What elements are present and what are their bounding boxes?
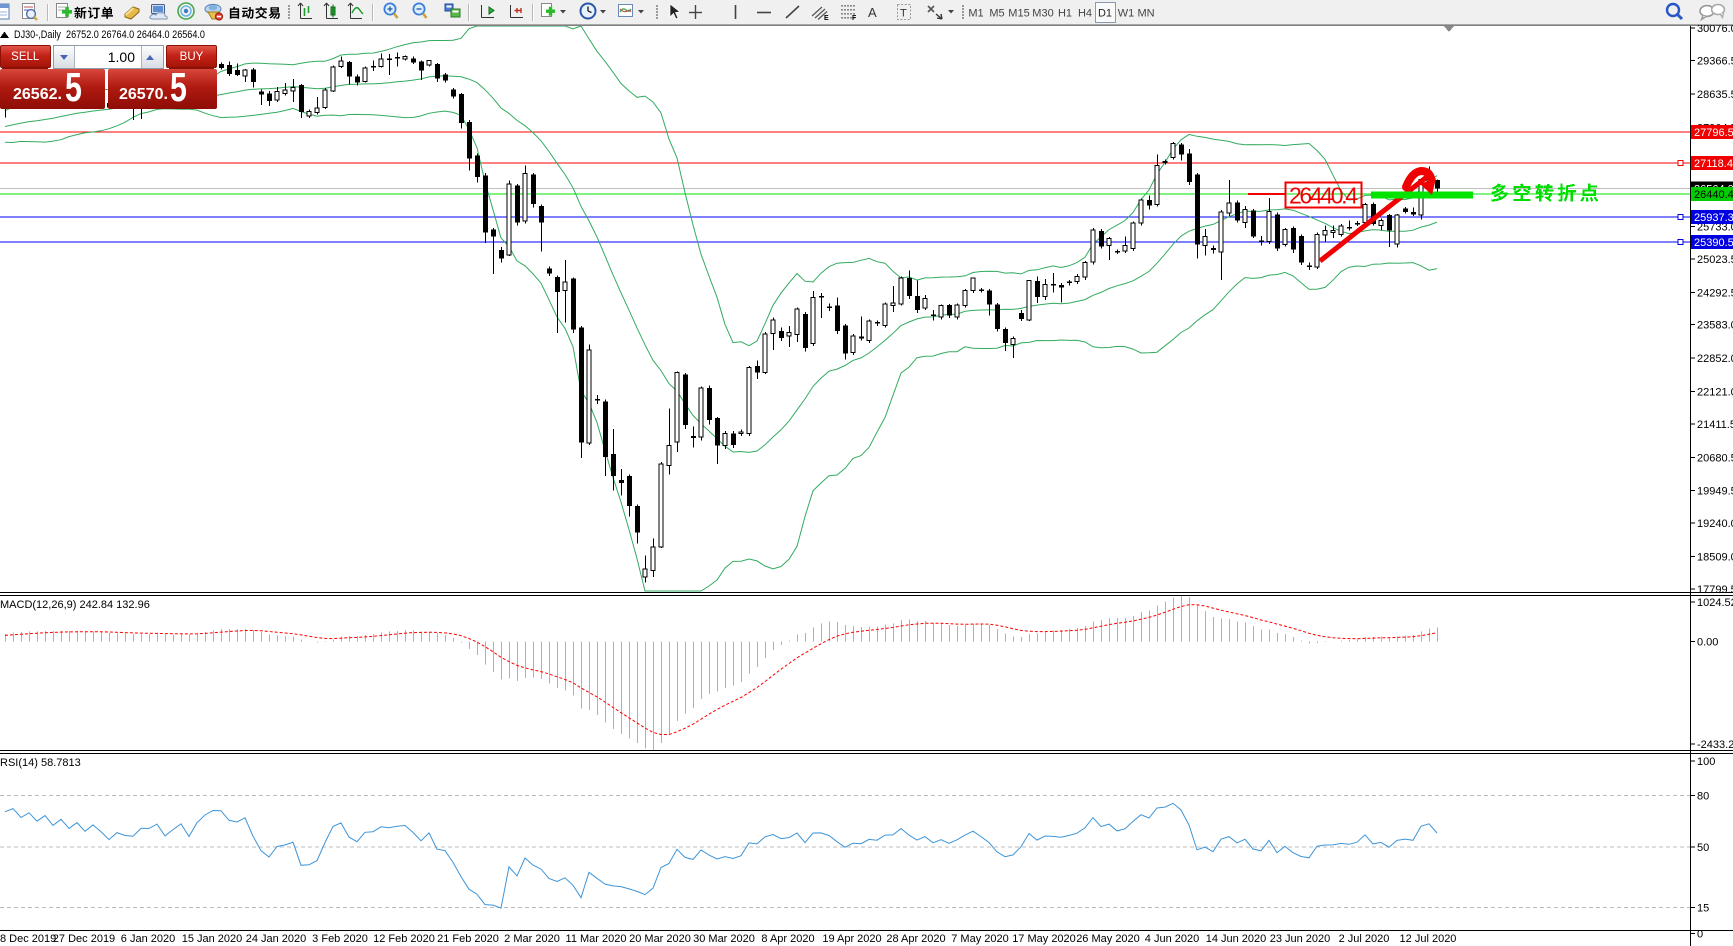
- svg-text:-2433.25: -2433.25: [1697, 739, 1733, 751]
- svg-text:4 Jun 2020: 4 Jun 2020: [1145, 933, 1199, 945]
- svg-text:27118.4: 27118.4: [1694, 158, 1733, 170]
- svg-text:W1: W1: [1118, 8, 1135, 20]
- svg-text:19949.5: 19949.5: [1697, 486, 1733, 498]
- svg-text:1024.52: 1024.52: [1697, 597, 1733, 609]
- svg-text:29366.5: 29366.5: [1697, 56, 1733, 68]
- svg-text:M1: M1: [968, 8, 983, 20]
- svg-text:2 Mar 2020: 2 Mar 2020: [504, 933, 560, 945]
- svg-text:18509.0: 18509.0: [1697, 552, 1733, 564]
- svg-text:17799.5: 17799.5: [1697, 584, 1733, 596]
- svg-text:3 Feb 2020: 3 Feb 2020: [312, 933, 368, 945]
- svg-text:30 Mar 2020: 30 Mar 2020: [693, 933, 755, 945]
- svg-text:21411.5: 21411.5: [1697, 419, 1733, 431]
- svg-text:50: 50: [1697, 842, 1709, 854]
- svg-text:DJ30-,Daily 26752.0 26764.0 2: DJ30-,Daily 26752.0 26764.0 26464.0 2656…: [14, 29, 205, 41]
- svg-text:27 Dec 2019: 27 Dec 2019: [53, 933, 115, 945]
- svg-text:12 Jul 2020: 12 Jul 2020: [1400, 933, 1457, 945]
- svg-text:26440.4: 26440.4: [1289, 183, 1358, 209]
- svg-text:14 Jun 2020: 14 Jun 2020: [1206, 933, 1267, 945]
- svg-text:24 Jan 2020: 24 Jan 2020: [246, 933, 307, 945]
- svg-text:26440.4: 26440.4: [1694, 189, 1733, 201]
- svg-text:T: T: [900, 8, 907, 20]
- svg-text:25023.5: 25023.5: [1697, 254, 1733, 266]
- svg-text:MACD(12,26,9) 242.84 132.96: MACD(12,26,9) 242.84 132.96: [0, 599, 150, 611]
- svg-text:RSI(14) 58.7813: RSI(14) 58.7813: [0, 757, 81, 769]
- svg-text:28635.5: 28635.5: [1697, 89, 1733, 101]
- svg-text:M15: M15: [1008, 8, 1029, 20]
- svg-text:23583.0: 23583.0: [1697, 320, 1733, 332]
- svg-text:30076.0: 30076.0: [1697, 25, 1733, 35]
- svg-text:21 Feb 2020: 21 Feb 2020: [437, 933, 499, 945]
- svg-text:12 Feb 2020: 12 Feb 2020: [373, 933, 435, 945]
- svg-text:M5: M5: [989, 8, 1004, 20]
- svg-text:24292.5: 24292.5: [1697, 287, 1733, 299]
- svg-text:27796.5: 27796.5: [1694, 127, 1733, 139]
- svg-text:28 Apr 2020: 28 Apr 2020: [886, 933, 945, 945]
- svg-text:25937.3: 25937.3: [1694, 212, 1733, 224]
- svg-text:0: 0: [1697, 928, 1703, 940]
- svg-text:80: 80: [1697, 791, 1709, 803]
- svg-text:25390.5: 25390.5: [1694, 237, 1733, 249]
- svg-text:E: E: [824, 15, 829, 22]
- svg-text:8 Dec 2019: 8 Dec 2019: [0, 933, 56, 945]
- svg-text:D1: D1: [1098, 8, 1112, 20]
- svg-text:M30: M30: [1032, 8, 1053, 20]
- svg-text:F: F: [852, 15, 857, 22]
- svg-text:19 Apr 2020: 19 Apr 2020: [822, 933, 881, 945]
- svg-text:22121.0: 22121.0: [1697, 387, 1733, 399]
- svg-text:22852.0: 22852.0: [1697, 353, 1733, 365]
- svg-text:6 Jan 2020: 6 Jan 2020: [121, 933, 175, 945]
- svg-text:A: A: [868, 5, 877, 20]
- svg-text:100: 100: [1697, 756, 1715, 768]
- svg-text:20680.5: 20680.5: [1697, 452, 1733, 464]
- svg-text:23 Jun 2020: 23 Jun 2020: [1270, 933, 1331, 945]
- svg-text:0.00: 0.00: [1697, 636, 1718, 648]
- svg-text:19240.0: 19240.0: [1697, 518, 1733, 530]
- svg-text:15: 15: [1697, 903, 1709, 915]
- svg-text:H4: H4: [1078, 8, 1092, 20]
- svg-text:25733.0: 25733.0: [1697, 222, 1733, 234]
- svg-text:15 Jan 2020: 15 Jan 2020: [182, 933, 243, 945]
- svg-text:H1: H1: [1058, 8, 1072, 20]
- svg-text:17 May 2020: 17 May 2020: [1012, 933, 1076, 945]
- svg-text:2 Jul 2020: 2 Jul 2020: [1339, 933, 1390, 945]
- svg-text:20 Mar 2020: 20 Mar 2020: [629, 933, 691, 945]
- svg-text:8 Apr 2020: 8 Apr 2020: [761, 933, 814, 945]
- svg-text:7 May 2020: 7 May 2020: [951, 933, 1008, 945]
- svg-text:26 May 2020: 26 May 2020: [1076, 933, 1140, 945]
- svg-text:MN: MN: [1137, 8, 1154, 20]
- svg-text:11 Mar 2020: 11 Mar 2020: [566, 933, 627, 945]
